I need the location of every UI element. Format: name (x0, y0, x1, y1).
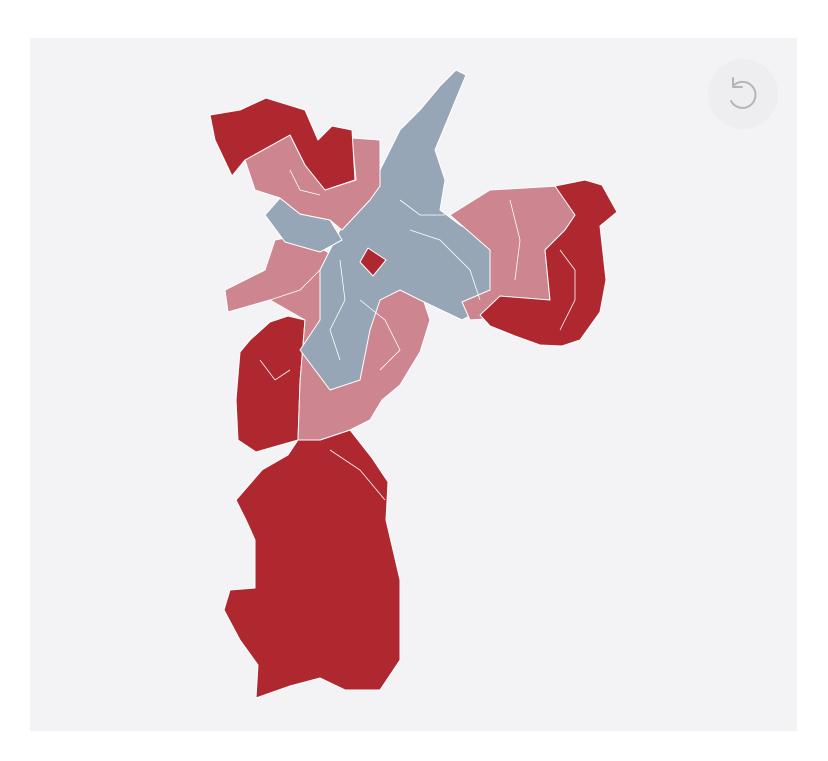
reset-icon (730, 80, 757, 109)
boundary (509, 199, 521, 281)
boundary (399, 199, 445, 216)
district-far-north (209, 97, 356, 191)
boundary (259, 359, 291, 381)
boundary (359, 299, 401, 371)
boundary (559, 249, 576, 331)
reset-button[interactable] (708, 59, 778, 129)
boundary (289, 169, 321, 196)
boundary (409, 229, 481, 301)
district-south (223, 429, 401, 699)
reset-button-bg[interactable] (708, 59, 778, 129)
boundary (329, 259, 346, 361)
boundary (269, 269, 321, 301)
boundary (329, 449, 386, 501)
district-map (209, 69, 618, 699)
reset-icon-arrow (732, 77, 743, 88)
district-far-east (479, 179, 618, 347)
district-center-small (359, 247, 387, 277)
